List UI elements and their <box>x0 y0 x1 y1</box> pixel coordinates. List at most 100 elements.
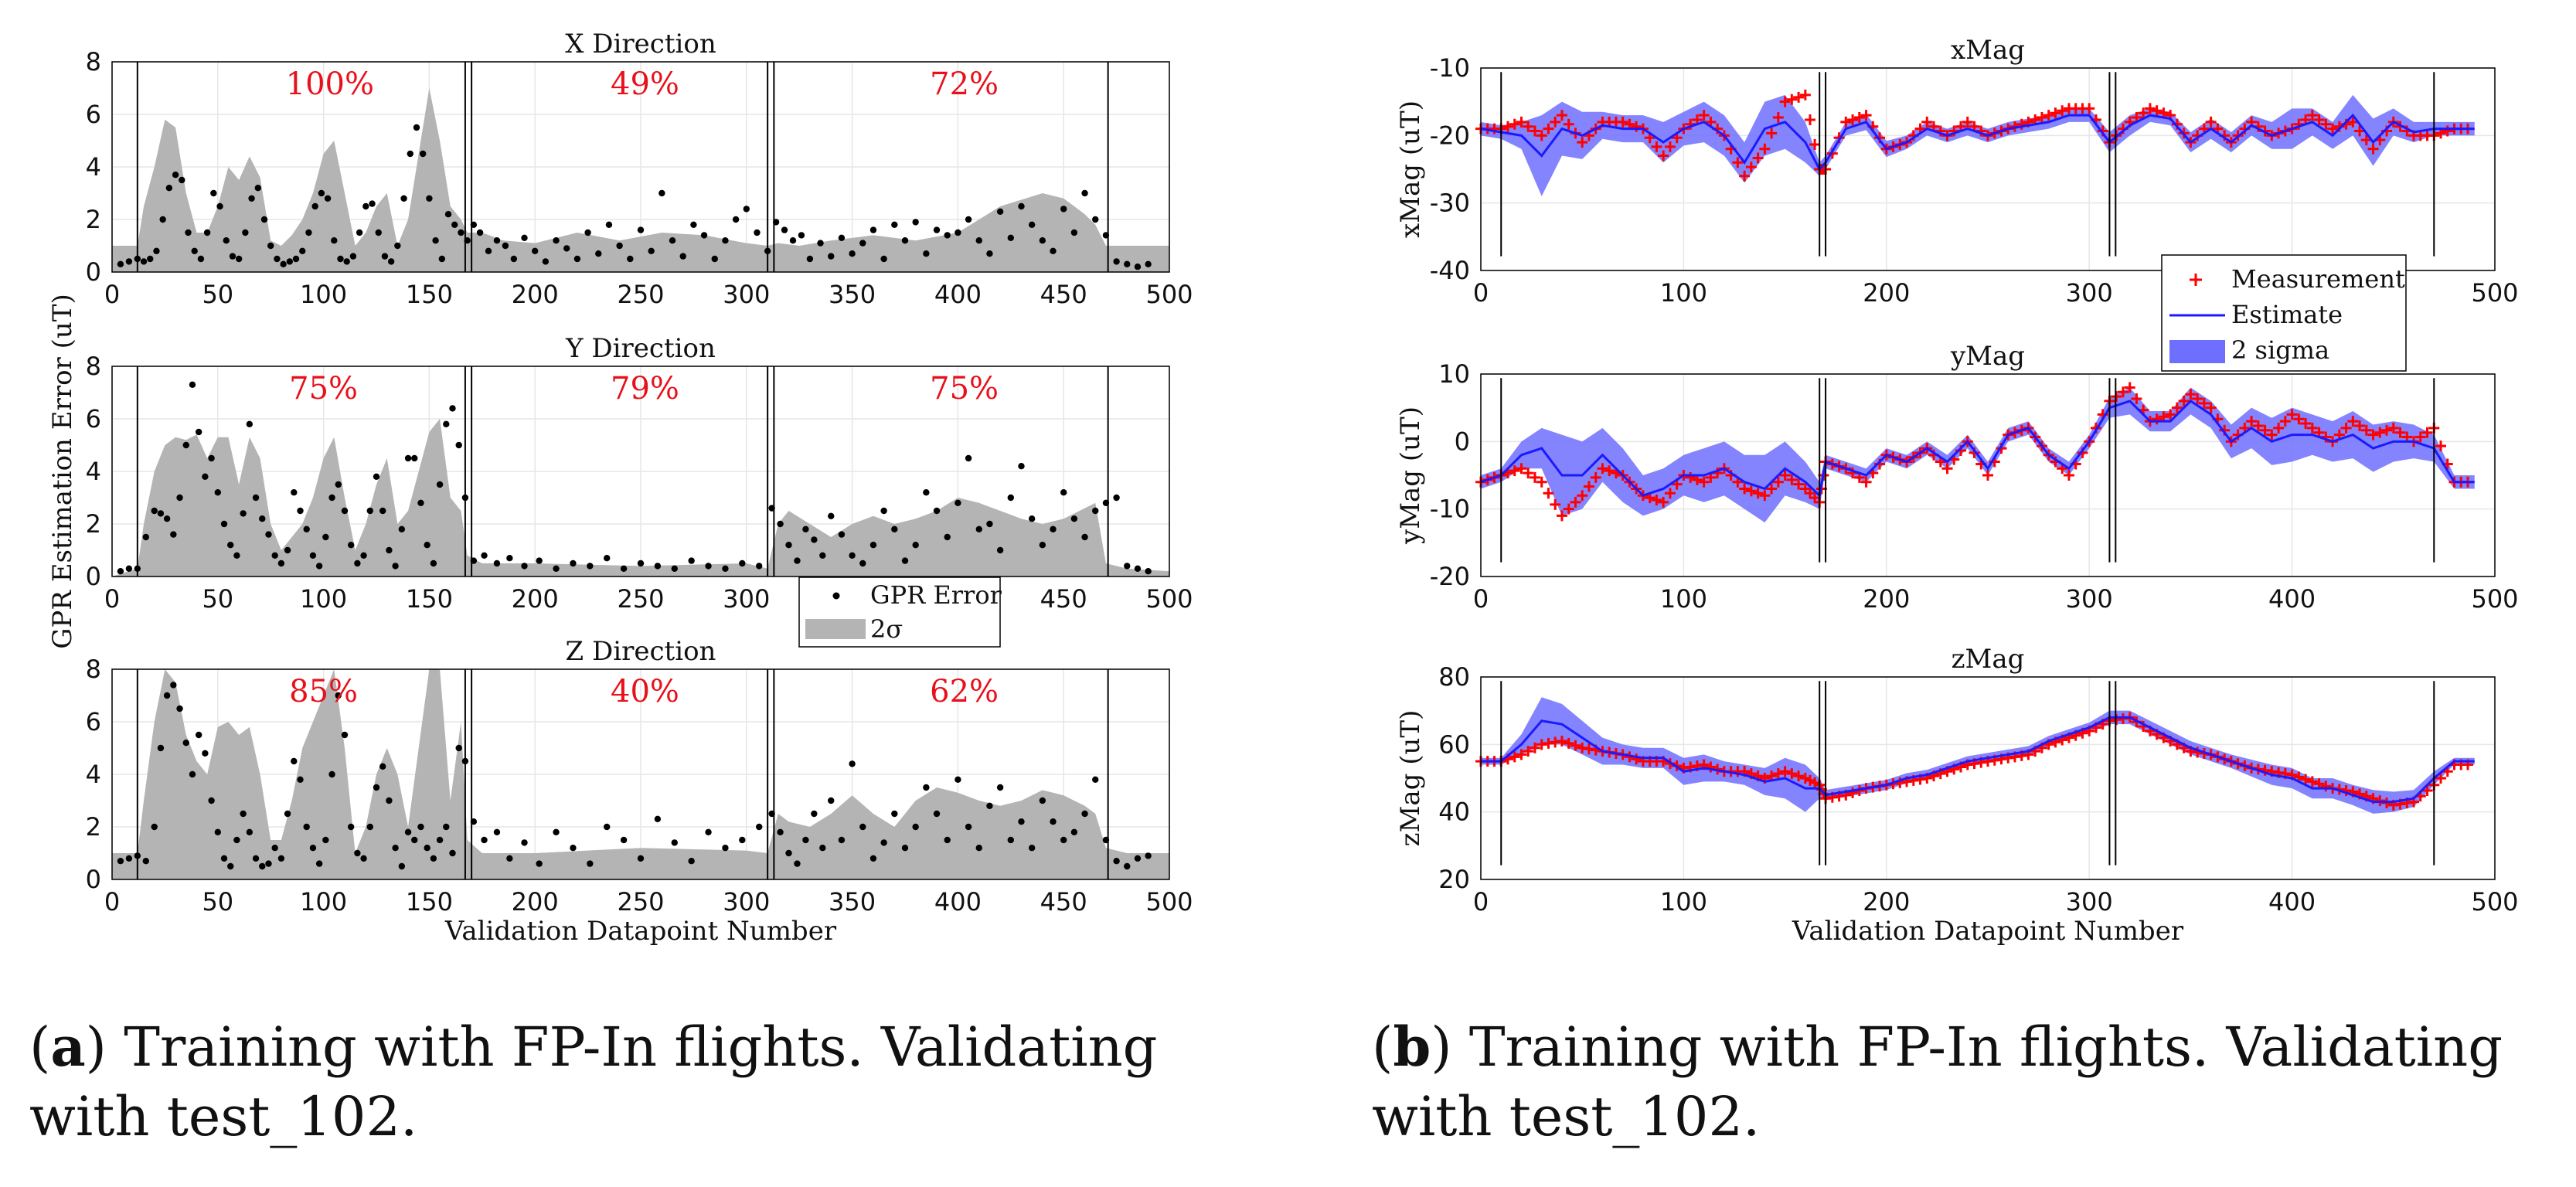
measurement-marker <box>2435 773 2447 784</box>
measurement-marker <box>1766 483 1778 495</box>
gpr-error-point <box>347 823 355 831</box>
x-tick-label: 350 <box>829 280 876 309</box>
measurement-marker <box>1577 137 1588 148</box>
gpr-error-point <box>176 494 183 502</box>
measurement-marker <box>1847 114 1859 125</box>
gpr-error-point <box>240 510 247 517</box>
caption-b: (b) Training with FP-In flights. Validat… <box>1372 1015 2503 1148</box>
gpr-error-point <box>172 172 179 179</box>
measurement-marker <box>1590 471 1601 483</box>
gpr-error-point <box>387 258 395 265</box>
measurement-marker <box>2063 470 2074 481</box>
x-tick-label: 150 <box>406 584 453 614</box>
sigma-band <box>112 669 1169 879</box>
measurement-marker <box>1556 735 1567 747</box>
gpr-error-point <box>553 828 560 836</box>
measurement-marker <box>1536 476 1547 488</box>
gpr-error-point <box>315 563 323 570</box>
gpr-error-point <box>1134 565 1142 572</box>
legend-gpr-error-label: GPR Error <box>870 580 1002 610</box>
gpr-error-point <box>756 563 763 570</box>
gpr-error-point <box>227 862 234 870</box>
x-tick-label: 250 <box>617 887 664 917</box>
plot-frame <box>111 366 1170 577</box>
x-tick-label: 300 <box>2066 584 2113 614</box>
measurement-marker <box>2124 382 2135 393</box>
gpr-error-point <box>379 507 386 515</box>
gpr-error-point <box>869 542 877 549</box>
gpr-error-point <box>449 849 456 857</box>
gpr-error-point <box>891 221 898 228</box>
gpr-error-point <box>806 255 814 263</box>
x-tick-label: 500 <box>2471 584 2518 614</box>
gpr-error-point <box>443 420 450 427</box>
measurement-marker <box>1793 478 1805 490</box>
gpr-error-point <box>335 692 342 699</box>
measurement-marker <box>1509 465 1520 477</box>
sigma-band <box>112 419 1169 576</box>
gpr-error-point <box>627 255 634 263</box>
gpr-error-point <box>604 555 611 562</box>
y-tick-label: 0 <box>1455 427 1470 456</box>
gpr-error-point <box>305 229 312 236</box>
measurement-marker <box>2347 416 2359 427</box>
gpr-error-point <box>354 849 361 857</box>
gpr-error-point <box>637 559 645 567</box>
gpr-error-point <box>570 559 577 567</box>
gpr-error-point <box>458 229 464 236</box>
gpr-error-point <box>1113 494 1120 502</box>
measurement-marker <box>1536 130 1547 141</box>
gpr-error-point <box>291 757 298 765</box>
y-tick-label: 0 <box>86 562 101 591</box>
gpr-error-point <box>688 557 695 564</box>
gpr-error-point <box>1092 507 1099 515</box>
x-tick-label: 0 <box>104 584 120 614</box>
measurement-marker <box>1516 749 1527 760</box>
y-tick-label: 4 <box>86 760 101 789</box>
y-tick-label: -20 <box>1430 562 1470 591</box>
gpr-error-point <box>828 253 835 260</box>
gpr-error-point <box>318 189 325 197</box>
gpr-error-point <box>438 255 446 263</box>
gpr-error-point <box>411 836 418 844</box>
gpr-error-point <box>819 845 826 852</box>
gpr-error-point <box>254 185 261 192</box>
gpr-error-point <box>688 858 695 865</box>
plot-frame <box>111 668 1170 880</box>
measurement-marker <box>1739 170 1751 182</box>
gpr-error-point <box>587 860 594 867</box>
measurement-marker <box>2367 143 2379 155</box>
measurement-marker <box>2279 416 2291 427</box>
gpr-error-point <box>923 250 930 257</box>
gpr-error-point <box>259 515 266 522</box>
gpr-error-point <box>859 240 866 247</box>
gpr-error-point <box>785 542 792 549</box>
gpr-error-point <box>386 546 393 554</box>
measurement-marker <box>1509 751 1520 763</box>
gpr-error-point <box>214 828 221 836</box>
measurement-marker <box>1516 463 1527 474</box>
accuracy-percent-label: 49% <box>611 66 679 102</box>
measurement-marker <box>2300 774 2312 785</box>
measurement-marker <box>1786 768 1798 780</box>
gpr-error-point <box>671 565 678 572</box>
gpr-error-point <box>1134 855 1142 862</box>
gpr-error-point <box>267 242 274 250</box>
gpr-error-point <box>637 226 645 233</box>
gpr-error-point <box>362 202 369 210</box>
gpr-error-point <box>637 855 645 862</box>
gpr-error-point <box>506 855 513 862</box>
measurement-marker <box>1766 128 1778 139</box>
measurement-marker <box>2050 107 2061 119</box>
gpr-error-point <box>252 494 260 502</box>
gpr-error-point <box>260 216 268 223</box>
gpr-error-point <box>722 845 729 852</box>
y-tick-label: 4 <box>86 152 101 182</box>
accuracy-percent-label: 72% <box>930 66 999 102</box>
x-tick-label: 300 <box>723 280 770 309</box>
gpr-error-point <box>309 845 317 852</box>
gpr-error-point <box>1145 852 1152 859</box>
accuracy-percent-label: 85% <box>289 674 358 709</box>
measurement-marker <box>1962 116 1973 128</box>
gpr-error-point <box>1039 797 1046 804</box>
